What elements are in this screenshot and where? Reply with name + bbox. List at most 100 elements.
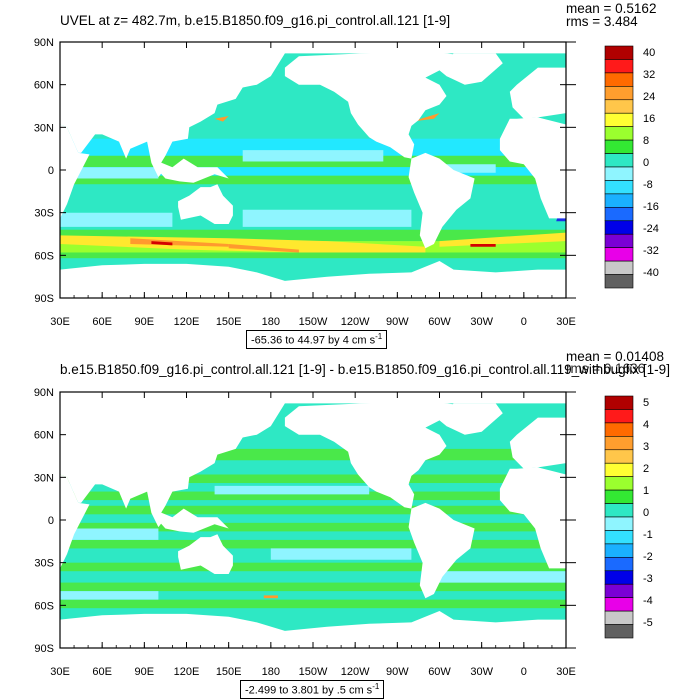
range-sup: -1: [375, 332, 383, 341]
velocity-patch: [242, 209, 412, 227]
colorbar-label: -40: [643, 267, 659, 279]
north-america-land: [284, 400, 468, 509]
velocity-band: [60, 505, 566, 515]
colorbar-label: 24: [643, 91, 655, 103]
colorbar-swatch: [604, 597, 634, 612]
x-tick-label: 0: [521, 316, 527, 328]
colorbar-swatch: [604, 112, 634, 127]
colorbar-swatch: [604, 503, 634, 518]
y-tick-label: 30S: [34, 558, 54, 570]
africa-west-land: [499, 117, 566, 219]
colorbar-swatch: [604, 233, 634, 248]
colorbar-swatch: [604, 139, 634, 154]
x-tick-label: 150W: [299, 666, 328, 678]
acc-jet-orange: [228, 244, 299, 253]
x-tick-label: 90W: [386, 666, 409, 678]
colorbar-swatch: [604, 260, 634, 275]
x-tick-label: 90E: [135, 666, 155, 678]
x-tick-label: 150E: [216, 316, 242, 328]
velocity-patch: [270, 548, 412, 560]
x-tick-label: 180: [262, 316, 280, 328]
x-tick-label: 90E: [135, 316, 155, 328]
colorbar-label: 3: [643, 441, 649, 453]
colorbar-label: -3: [643, 573, 653, 585]
colorbar-label: 32: [643, 69, 655, 81]
velocity-patch: [60, 591, 159, 600]
x-tick-label: 30W: [470, 666, 493, 678]
x-tick-label: 120E: [174, 316, 200, 328]
velocity-band: [60, 522, 566, 532]
south-america-land: [408, 502, 475, 599]
contour-range-label: -65.36 to 44.97 by 4 cm s-1: [246, 330, 388, 349]
y-tick-label: 90S: [34, 293, 54, 305]
panel-uvel: UVEL at z= 482.7m, b.e15.B1850.f09_g16.p…: [34, 1, 659, 349]
africa-land: [60, 124, 90, 219]
stat-mean: mean = 0.5162: [566, 1, 657, 16]
colorbar-swatch: [604, 193, 634, 208]
velocity-band: [60, 491, 566, 501]
colorbar-swatch: [604, 436, 634, 451]
colorbar-label: -16: [643, 201, 659, 213]
gulf-stream-jet: [411, 113, 440, 122]
colorbar-swatch: [604, 126, 634, 141]
antarctica-land: [60, 611, 566, 648]
colorbar-swatch: [604, 462, 634, 477]
colorbar-label: -4: [643, 595, 653, 607]
x-tick-label: 180: [262, 666, 280, 678]
velocity-patch: [60, 528, 159, 540]
velocity-band: [60, 252, 566, 259]
colorbar-swatch: [604, 422, 634, 437]
south-america-land: [408, 152, 475, 249]
contour-range-label: -2.499 to 3.801 by .5 cm s-1: [240, 680, 385, 699]
velocity-band: [60, 138, 566, 156]
colorbar-label: 0: [643, 157, 649, 169]
colorbar-swatch: [604, 543, 634, 558]
y-tick-label: 30N: [34, 472, 54, 484]
y-tick-label: 90N: [34, 37, 54, 49]
colorbar-swatch: [604, 449, 634, 464]
greenland-land: [439, 403, 503, 435]
colorbar-swatch: [604, 274, 634, 289]
africa-west-land: [499, 467, 566, 569]
y-tick-label: 60S: [34, 250, 54, 262]
stat-rms: rms = 0.1636: [566, 361, 646, 376]
velocity-patch: [439, 571, 566, 583]
colorbar-swatch: [604, 166, 634, 181]
panel-title: UVEL at z= 482.7m, b.e15.B1850.f09_g16.p…: [60, 13, 451, 28]
indonesia-land: [151, 508, 229, 533]
colorbar-swatch: [604, 476, 634, 491]
australia-land: [178, 534, 233, 574]
y-tick-label: 0: [48, 165, 54, 177]
colorbar-swatch: [604, 516, 634, 531]
indonesia-land: [151, 158, 229, 183]
acc-jet-orange: [130, 238, 229, 247]
acc-jet-yellow: [439, 232, 566, 247]
range-text: -2.499 to 3.801 by .5 cm s: [245, 684, 373, 697]
colorbar-swatch: [604, 59, 634, 74]
x-tick-label: 150W: [299, 316, 328, 328]
colorbar-label: 5: [643, 397, 649, 409]
x-tick-label: 30E: [50, 316, 70, 328]
north-america-land: [284, 50, 468, 159]
x-tick-label: 60W: [428, 666, 451, 678]
map-chart: 30E 60E 90E 120E 150E 180 150W 120W 90W 60W 30W 0 30…: [34, 387, 653, 678]
colorbar-label: 2: [643, 463, 649, 475]
colorbar-label: 1: [643, 485, 649, 497]
velocity-band: [60, 582, 566, 592]
y-tick-label: 30N: [34, 122, 54, 134]
africa-land: [60, 474, 90, 569]
x-tick-label: 120E: [174, 666, 200, 678]
colorbar-swatch: [604, 247, 634, 262]
colorbar-swatch: [604, 624, 634, 639]
colorbar-swatch: [604, 86, 634, 101]
x-tick-label: 30E: [556, 316, 576, 328]
x-tick-label: 120W: [341, 666, 370, 678]
colorbar-label: 4: [643, 419, 649, 431]
y-tick-label: 60N: [34, 430, 54, 442]
velocity-patch: [214, 485, 370, 495]
colorbar-swatch: [604, 409, 634, 424]
panel-title: b.e15.B1850.f09_g16.pi_control.all.121 […: [60, 362, 670, 377]
velocity-band: [60, 175, 566, 185]
colorbar-label: -1: [643, 529, 653, 541]
colorbar-swatch: [604, 72, 634, 87]
